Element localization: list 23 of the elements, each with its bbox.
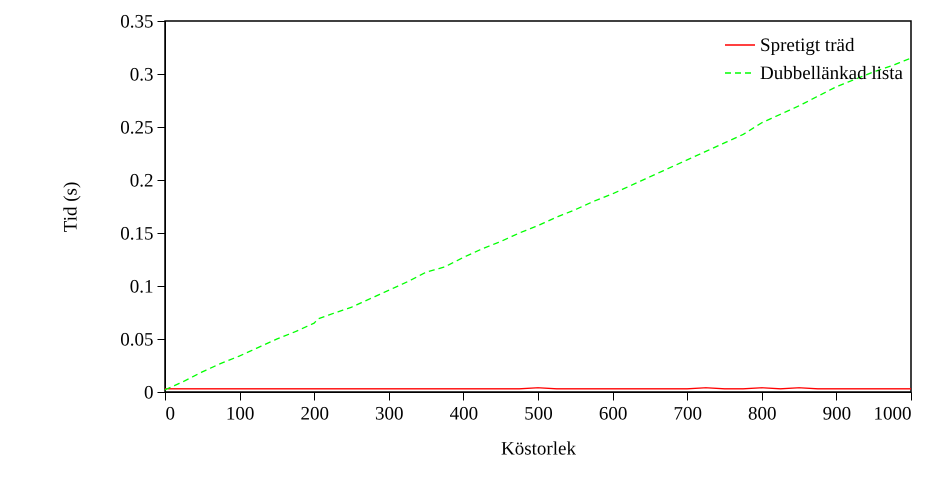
x-tick-label: 500	[524, 404, 553, 424]
x-tick-label: 600	[598, 404, 628, 424]
y-tick-label: 0	[144, 382, 154, 404]
x-tick-label: 700	[673, 404, 702, 424]
legend-label: Spretigt träd	[760, 35, 855, 56]
x-tick-label: 900	[822, 404, 852, 424]
y-tick-label: 0.25	[120, 118, 154, 138]
y-tick-label: 0.05	[120, 330, 154, 350]
x-tick-label: 400	[450, 404, 478, 424]
y-tick-label: 0.35	[120, 12, 154, 32]
x-tick-label: 200	[300, 404, 329, 424]
x-tick-label: 1000	[874, 404, 912, 424]
x-tick-label: 100	[226, 404, 254, 424]
legend-label: Dubbellänkad lista	[760, 63, 904, 84]
x-tick-label: 0	[166, 404, 175, 424]
y-tick-label: 0.1	[130, 276, 154, 298]
y-tick-label: 0.2	[130, 170, 154, 192]
y-tick-label: 0.3	[130, 64, 154, 86]
y-tick-label: 0.15	[120, 224, 154, 244]
y-axis-title: Tid (s)	[60, 182, 82, 232]
x-tick-label: 800	[748, 404, 777, 424]
x-tick-label: 300	[375, 404, 404, 424]
x-axis-title: Köstorlek	[501, 438, 576, 460]
